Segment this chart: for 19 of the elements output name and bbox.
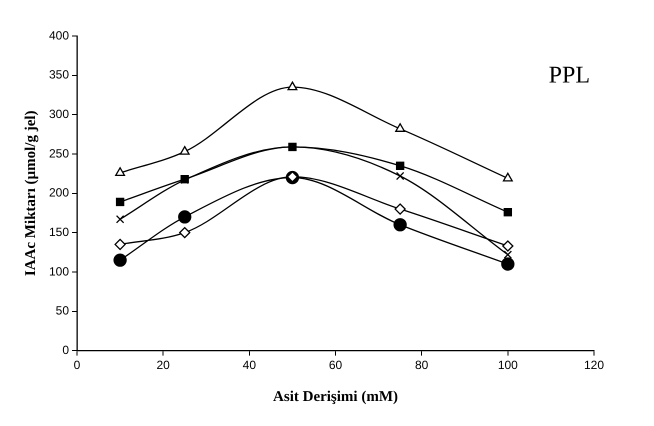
x-tick-label: 0 (74, 358, 81, 372)
annotation: PPL (548, 62, 590, 88)
x-tick-label: 60 (328, 358, 343, 372)
y-tick-label: 200 (48, 186, 70, 200)
y-tick-label: 50 (56, 304, 70, 318)
y-tick-label: 350 (48, 68, 70, 82)
x-axis-title: Asit Derişimi (mM) (273, 388, 398, 405)
y-tick-label: 300 (48, 106, 70, 121)
x-tick-label: 20 (156, 358, 170, 372)
y-tick-label: 100 (48, 264, 70, 278)
y-axis-title: IAAc Miktarı (µmol/g jel) (22, 110, 39, 276)
y-tick-label: 250 (48, 146, 70, 160)
y-tick-label: 150 (48, 224, 70, 239)
y-tick-label: 0 (62, 342, 70, 357)
x-tick-label: 100 (498, 358, 518, 372)
x-tick-label: 80 (414, 358, 429, 372)
x-tick-label: 120 (584, 358, 604, 372)
x-tick-label: 40 (242, 358, 256, 372)
y-tick-label: 400 (48, 28, 70, 42)
